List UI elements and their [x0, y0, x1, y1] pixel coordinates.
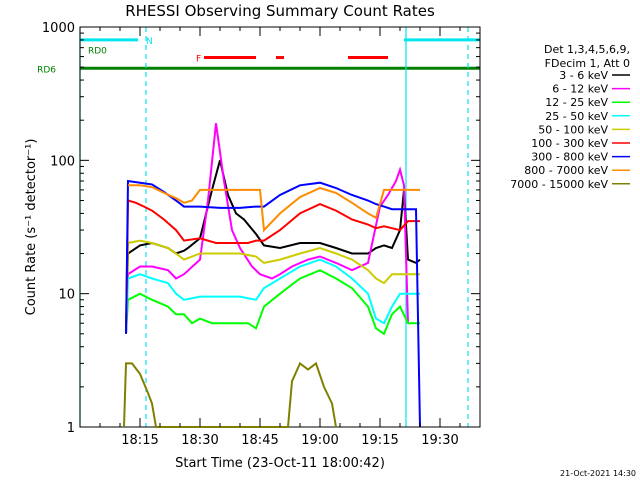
- x-tick-label: 18:30: [181, 433, 218, 448]
- chart-title: RHESSI Observing Summary Count Rates: [125, 2, 435, 20]
- plot-frame: [79, 26, 481, 428]
- y-tick-label: 1: [67, 421, 75, 436]
- legend-entry-label: 7000 - 15000 keV: [510, 178, 608, 191]
- legend-header: FDecim 1, Att 0: [545, 57, 630, 70]
- series-line-5: [125, 199, 420, 334]
- y-axis-label: Count Rate (s⁻¹ detector⁻¹): [24, 139, 39, 316]
- x-tick-label: 18:15: [121, 433, 158, 448]
- footer-date: 21-Oct-2021 14:30: [560, 469, 636, 478]
- series-line-2: [125, 269, 420, 336]
- x-axis-label: Start Time (23-Oct-11 18:00:42): [175, 456, 385, 471]
- legend-header: Det 1,3,4,5,6,9,: [544, 43, 630, 56]
- flag-label: RD0: [88, 47, 107, 57]
- x-tick-label: 18:45: [241, 433, 278, 448]
- series-line-4: [125, 239, 420, 334]
- legend-entry-label: 12 - 25 keV: [545, 96, 608, 109]
- legend-entry-label: 800 - 7000 keV: [524, 164, 608, 177]
- legend-entry-label: 25 - 50 keV: [545, 110, 608, 123]
- series-line-1: [125, 123, 409, 334]
- plot-area: [79, 26, 481, 428]
- legend-entry-label: 6 - 12 keV: [552, 83, 608, 96]
- y-tick-label: 1000: [42, 21, 75, 36]
- y-axis-ticks: 1 10 100 1000: [42, 21, 480, 436]
- x-axis-ticks: 18:15 18:30 18:45 19:00 19:15 19:30: [79, 27, 481, 448]
- flag-bars: N F RD0 RD6: [37, 37, 480, 75]
- legend-entry-label: 3 - 6 keV: [559, 69, 608, 82]
- series-line-3: [125, 258, 420, 334]
- flag-label: F: [196, 55, 201, 65]
- legend-entry-label: 100 - 300 keV: [531, 137, 608, 150]
- y-tick-label: 100: [50, 154, 75, 169]
- x-tick-label: 19:30: [421, 433, 458, 448]
- y-tick-label: 10: [58, 288, 75, 303]
- flag-label: N: [146, 37, 153, 47]
- x-tick-label: 19:15: [361, 433, 398, 448]
- vertical-markers: [79, 27, 469, 427]
- series-line-7: [128, 184, 420, 233]
- flag-label: RD6: [37, 65, 56, 75]
- legend-entry-label: 300 - 800 keV: [531, 151, 608, 164]
- series-lines: [123, 123, 421, 428]
- legend: Det 1,3,4,5,6,9,FDecim 1, Att 03 - 6 keV…: [510, 43, 630, 191]
- x-tick-label: 19:00: [301, 433, 338, 448]
- series-line-8: [123, 361, 337, 428]
- legend-entry-label: 50 - 100 keV: [538, 123, 608, 136]
